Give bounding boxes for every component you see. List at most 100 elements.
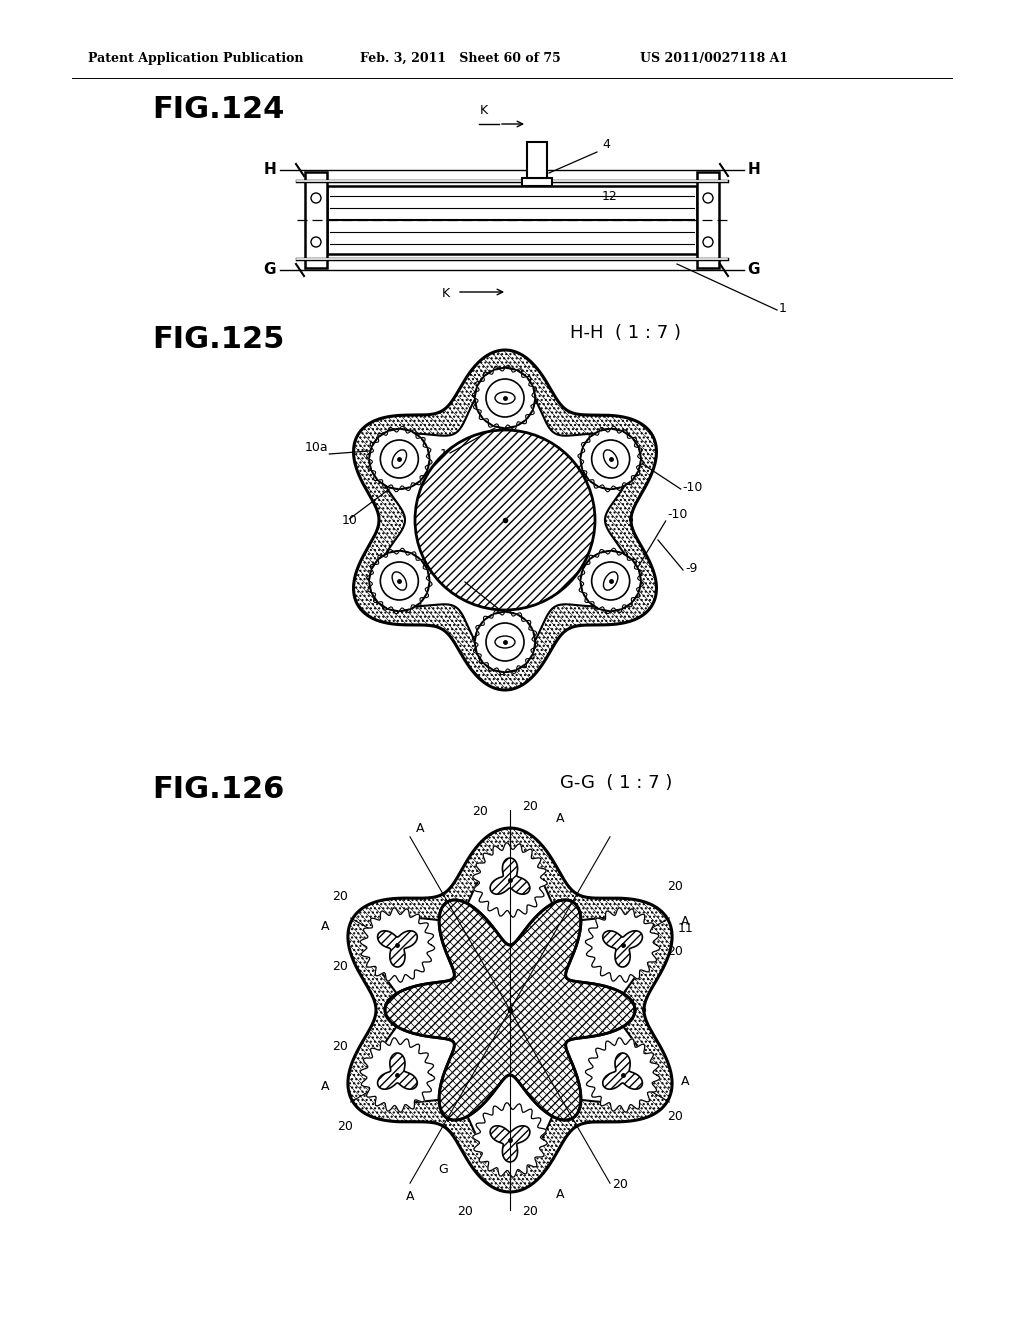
Circle shape — [493, 664, 498, 669]
Text: 20: 20 — [612, 1177, 628, 1191]
Circle shape — [483, 414, 488, 420]
Circle shape — [513, 664, 518, 669]
Circle shape — [493, 615, 498, 619]
Circle shape — [628, 475, 632, 480]
Circle shape — [584, 589, 588, 594]
Circle shape — [633, 467, 638, 471]
Circle shape — [416, 560, 421, 565]
Circle shape — [477, 405, 482, 411]
Circle shape — [372, 467, 377, 471]
Circle shape — [416, 475, 421, 480]
Circle shape — [378, 560, 383, 565]
Text: FIG.126: FIG.126 — [152, 775, 285, 804]
Text: 4: 4 — [602, 139, 610, 150]
Text: H: H — [748, 162, 761, 177]
Text: 20: 20 — [472, 805, 488, 818]
Circle shape — [386, 603, 391, 609]
Text: FIG.125: FIG.125 — [152, 325, 285, 354]
Text: 20: 20 — [522, 800, 538, 813]
Circle shape — [503, 612, 508, 618]
Circle shape — [521, 414, 526, 420]
Circle shape — [493, 371, 498, 376]
Text: -10: -10 — [668, 508, 688, 521]
Circle shape — [475, 396, 480, 400]
Circle shape — [633, 589, 638, 594]
Text: A: A — [681, 1074, 689, 1088]
Ellipse shape — [603, 450, 617, 469]
Ellipse shape — [603, 572, 617, 590]
Circle shape — [408, 553, 413, 558]
Circle shape — [477, 649, 482, 655]
Circle shape — [372, 446, 377, 451]
Circle shape — [493, 421, 498, 425]
Polygon shape — [360, 1038, 435, 1113]
Circle shape — [370, 429, 429, 488]
Circle shape — [633, 568, 638, 573]
Polygon shape — [603, 931, 642, 968]
Circle shape — [486, 379, 524, 417]
Polygon shape — [586, 908, 659, 982]
Circle shape — [475, 368, 535, 428]
Ellipse shape — [392, 572, 407, 590]
Circle shape — [408, 482, 413, 487]
Circle shape — [483, 376, 488, 381]
Circle shape — [633, 446, 638, 451]
Circle shape — [503, 368, 508, 374]
Circle shape — [397, 552, 401, 557]
Circle shape — [584, 446, 588, 451]
Circle shape — [598, 482, 603, 487]
Circle shape — [513, 615, 518, 619]
Text: H-H  ( 1 : 7 ): H-H ( 1 : 7 ) — [570, 323, 681, 342]
Text: A: A — [416, 822, 424, 836]
Circle shape — [370, 457, 375, 462]
Circle shape — [422, 589, 427, 594]
Circle shape — [581, 550, 641, 611]
Circle shape — [527, 405, 532, 411]
Ellipse shape — [495, 636, 515, 648]
Circle shape — [581, 429, 641, 488]
Circle shape — [628, 560, 632, 565]
Circle shape — [608, 552, 613, 557]
Circle shape — [589, 475, 594, 480]
Circle shape — [618, 553, 624, 558]
Circle shape — [380, 440, 419, 478]
Circle shape — [475, 612, 535, 672]
Text: 10a: 10a — [304, 441, 328, 454]
Text: 10: 10 — [450, 569, 466, 582]
Polygon shape — [348, 828, 672, 1192]
Circle shape — [527, 649, 532, 655]
Circle shape — [378, 598, 383, 603]
Circle shape — [584, 568, 588, 573]
Circle shape — [422, 446, 427, 451]
Text: A: A — [321, 920, 330, 933]
Circle shape — [584, 467, 588, 471]
Polygon shape — [377, 376, 633, 664]
Text: 10: 10 — [341, 513, 357, 527]
Text: 20: 20 — [667, 945, 683, 958]
Text: 20: 20 — [522, 1205, 538, 1218]
Text: A: A — [681, 915, 689, 928]
Text: 20: 20 — [457, 1205, 473, 1218]
Circle shape — [598, 603, 603, 609]
Circle shape — [608, 429, 613, 434]
Text: 20: 20 — [332, 1040, 348, 1053]
Polygon shape — [378, 931, 417, 968]
Polygon shape — [473, 842, 548, 917]
Circle shape — [422, 467, 427, 471]
Circle shape — [422, 568, 427, 573]
Circle shape — [408, 432, 413, 437]
Circle shape — [618, 603, 624, 609]
Text: 10: 10 — [440, 447, 456, 461]
Circle shape — [311, 238, 321, 247]
Text: 1: 1 — [779, 302, 786, 315]
Text: -10: -10 — [683, 480, 703, 494]
Circle shape — [397, 606, 401, 610]
Text: 12: 12 — [602, 190, 617, 203]
Circle shape — [598, 553, 603, 558]
Text: Feb. 3, 2011   Sheet 60 of 75: Feb. 3, 2011 Sheet 60 of 75 — [360, 51, 561, 65]
Circle shape — [397, 429, 401, 434]
Bar — [305, 172, 327, 268]
Text: K: K — [442, 286, 451, 300]
Circle shape — [386, 553, 391, 558]
Polygon shape — [490, 1126, 529, 1162]
